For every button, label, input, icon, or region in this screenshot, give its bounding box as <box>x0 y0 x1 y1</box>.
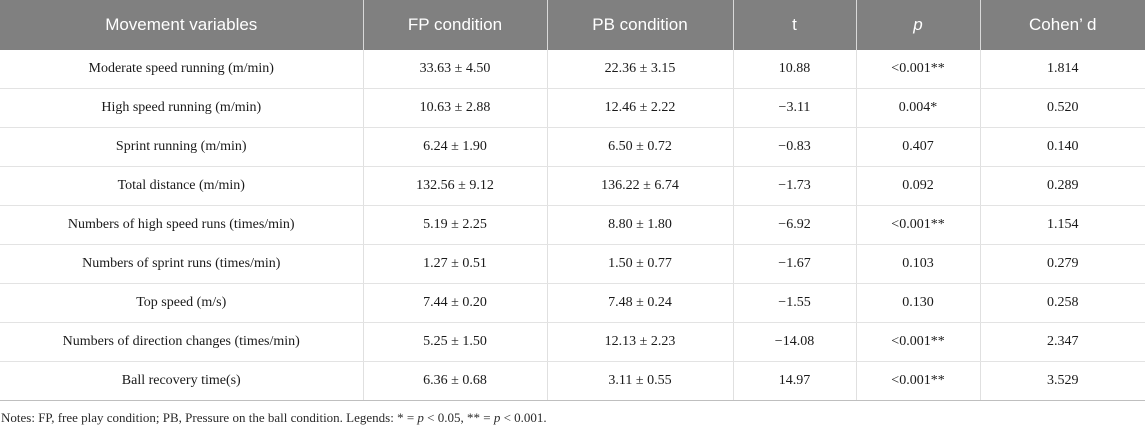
pb-value-cell: 7.48 ± 0.24 <box>547 283 734 323</box>
pb-value-cell: 136.22 ± 6.74 <box>547 166 734 206</box>
p-value-cell: 0.004* <box>856 88 981 128</box>
t-value-cell: −6.92 <box>733 205 857 245</box>
table-row: Numbers of direction changes (times/min)… <box>0 322 1145 362</box>
table-header: Movement variables FP condition PB condi… <box>0 0 1145 50</box>
variable-cell: Total distance (m/min) <box>0 166 364 206</box>
table-row: Sprint running (m/min) 6.24 ± 1.90 6.50 ± … <box>0 127 1145 167</box>
cohens-d-cell: 0.289 <box>980 166 1145 206</box>
table-row: Top speed (m/s) 7.44 ± 0.20 7.48 ± 0.24 −1.… <box>0 283 1145 323</box>
table-row: Total distance (m/min) 132.56 ± 9.12 136.2… <box>0 166 1145 206</box>
t-value-cell: 10.88 <box>733 50 857 89</box>
p-value-cell: 0.092 <box>856 166 981 206</box>
table-body: Moderate speed running (m/min) 33.63 ± 4.… <box>0 50 1145 401</box>
table-notes: Notes: FP, free play condition; PB, Pres… <box>0 401 1145 426</box>
variable-cell: Top speed (m/s) <box>0 283 364 323</box>
header-cohens-d: Cohen’ d <box>980 0 1145 50</box>
cohens-d-cell: 3.529 <box>980 361 1145 401</box>
fp-value-cell: 5.25 ± 1.50 <box>363 322 548 362</box>
table-row: Moderate speed running (m/min) 33.63 ± 4.… <box>0 50 1145 89</box>
table-row: Numbers of sprint runs (times/min) 1.27 ±… <box>0 244 1145 284</box>
p-value-cell: 0.130 <box>856 283 981 323</box>
cohens-d-cell: 1.154 <box>980 205 1145 245</box>
pb-value-cell: 8.80 ± 1.80 <box>547 205 734 245</box>
cohens-d-cell: 1.814 <box>980 50 1145 89</box>
variable-cell: Numbers of direction changes (times/min) <box>0 322 364 362</box>
fp-value-cell: 1.27 ± 0.51 <box>363 244 548 284</box>
pb-value-cell: 22.36 ± 3.15 <box>547 50 734 89</box>
cohens-d-cell: 0.520 <box>980 88 1145 128</box>
header-movement-variables: Movement variables <box>0 0 364 50</box>
notes-text-1: Notes: FP, free play condition; PB, Pres… <box>1 410 418 425</box>
cohens-d-cell: 0.279 <box>980 244 1145 284</box>
variable-cell: Sprint running (m/min) <box>0 127 364 167</box>
t-value-cell: −3.11 <box>733 88 857 128</box>
cohens-d-cell: 2.347 <box>980 322 1145 362</box>
pb-value-cell: 6.50 ± 0.72 <box>547 127 734 167</box>
fp-value-cell: 10.63 ± 2.88 <box>363 88 548 128</box>
header-fp-condition: FP condition <box>363 0 548 50</box>
variable-cell: Ball recovery time(s) <box>0 361 364 401</box>
p-value-cell: <0.001** <box>856 322 981 362</box>
t-value-cell: −0.83 <box>733 127 857 167</box>
table-row: Numbers of high speed runs (times/min) 5.… <box>0 205 1145 245</box>
pb-value-cell: 3.11 ± 0.55 <box>547 361 734 401</box>
pb-value-cell: 1.50 ± 0.77 <box>547 244 734 284</box>
t-value-cell: 14.97 <box>733 361 857 401</box>
header-row: Movement variables FP condition PB condi… <box>0 0 1145 50</box>
t-value-cell: −1.73 <box>733 166 857 206</box>
header-pb-condition: PB condition <box>547 0 734 50</box>
table-row: High speed running (m/min) 10.63 ± 2.88 12… <box>0 88 1145 128</box>
t-value-cell: −14.08 <box>733 322 857 362</box>
pb-value-cell: 12.46 ± 2.22 <box>547 88 734 128</box>
notes-p-symbol-1: p <box>417 410 424 425</box>
fp-value-cell: 6.36 ± 0.68 <box>363 361 548 401</box>
notes-p-symbol-2: p <box>493 410 501 425</box>
notes-text-3: < 0.001. <box>500 410 547 425</box>
fp-value-cell: 5.19 ± 2.25 <box>363 205 548 245</box>
fp-value-cell: 6.24 ± 1.90 <box>363 127 548 167</box>
notes-text-2: < 0.05, ** = <box>423 410 494 425</box>
table-row: Ball recovery time(s) 6.36 ± 0.68 3.11 ± 0… <box>0 361 1145 401</box>
t-value-cell: −1.55 <box>733 283 857 323</box>
p-value-cell: <0.001** <box>856 205 981 245</box>
p-value-cell: 0.407 <box>856 127 981 167</box>
p-value-cell: <0.001** <box>856 50 981 89</box>
p-value-cell: <0.001** <box>856 361 981 401</box>
variable-cell: Numbers of high speed runs (times/min) <box>0 205 364 245</box>
fp-value-cell: 132.56 ± 9.12 <box>363 166 548 206</box>
p-value-cell: 0.103 <box>856 244 981 284</box>
fp-value-cell: 7.44 ± 0.20 <box>363 283 548 323</box>
pb-value-cell: 12.13 ± 2.23 <box>547 322 734 362</box>
cohens-d-cell: 0.140 <box>980 127 1145 167</box>
variable-cell: Numbers of sprint runs (times/min) <box>0 244 364 284</box>
t-value-cell: −1.67 <box>733 244 857 284</box>
fp-value-cell: 33.63 ± 4.50 <box>363 50 548 89</box>
movement-variables-table: Movement variables FP condition PB condi… <box>0 0 1145 401</box>
variable-cell: High speed running (m/min) <box>0 88 364 128</box>
header-t: t <box>733 0 857 50</box>
variable-cell: Moderate speed running (m/min) <box>0 50 364 89</box>
cohens-d-cell: 0.258 <box>980 283 1145 323</box>
header-p: p <box>856 0 981 50</box>
